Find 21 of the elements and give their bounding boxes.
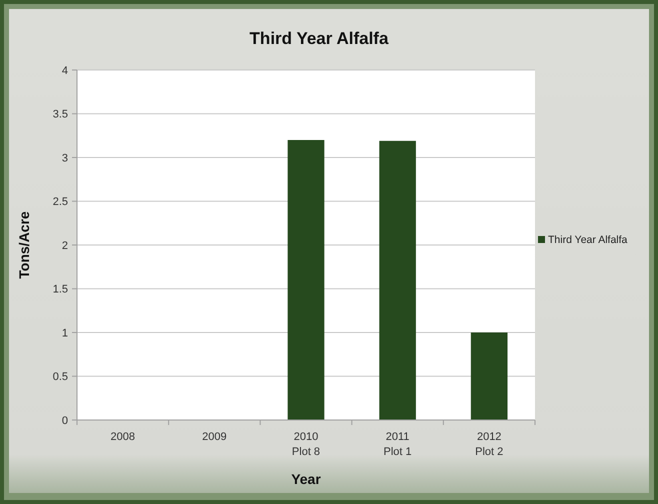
x-tick-label: 2009 <box>202 431 227 443</box>
bar <box>288 140 324 420</box>
x-axis-title: Year <box>291 471 322 487</box>
y-tick-label: 4 <box>62 64 68 77</box>
y-tick-label: 0 <box>62 414 68 427</box>
x-tick-label: 2010 Plot 8 <box>292 431 320 458</box>
y-tick-label: 2.5 <box>52 196 68 208</box>
y-tick-label: 3.5 <box>52 108 68 121</box>
y-tick-label: 0.5 <box>52 371 68 384</box>
bar <box>379 140 416 420</box>
x-tick-label: 2012 Plot 2 <box>475 431 504 458</box>
legend-label: Third Year Alfalfa <box>548 234 628 246</box>
y-tick-label: 3 <box>62 152 68 164</box>
y-tick-label: 1.5 <box>52 284 68 296</box>
chart-title: Third Year Alfalfa <box>250 29 389 48</box>
y-tick-label: 1 <box>62 327 68 340</box>
y-axis-title: Tons/Acre <box>16 211 32 279</box>
x-tick-label: 2011 Plot 1 <box>384 431 412 458</box>
bar <box>470 332 508 420</box>
y-tick-label: 2 <box>62 240 68 252</box>
x-tick-label: 2008 <box>110 431 136 443</box>
